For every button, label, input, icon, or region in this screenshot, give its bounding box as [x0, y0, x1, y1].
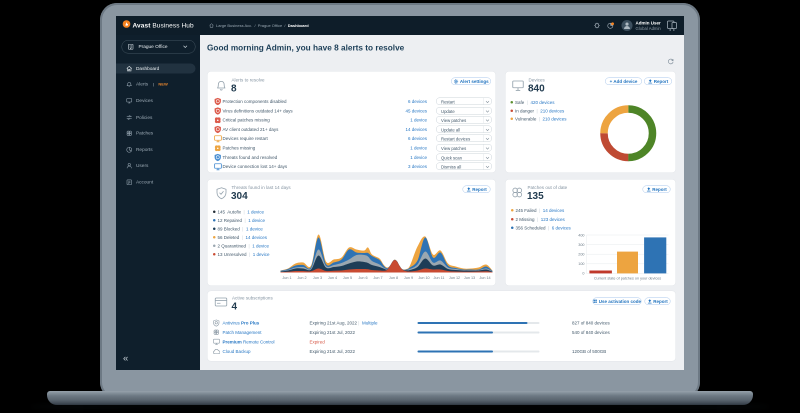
svg-text:200: 200 — [578, 252, 584, 256]
svg-text:400: 400 — [578, 233, 584, 237]
svg-text:100: 100 — [578, 262, 584, 266]
svg-text:Current state of patches on yo: Current state of patches on your devices — [594, 277, 661, 281]
svg-text:300: 300 — [578, 243, 584, 247]
svg-text:0: 0 — [582, 272, 584, 276]
